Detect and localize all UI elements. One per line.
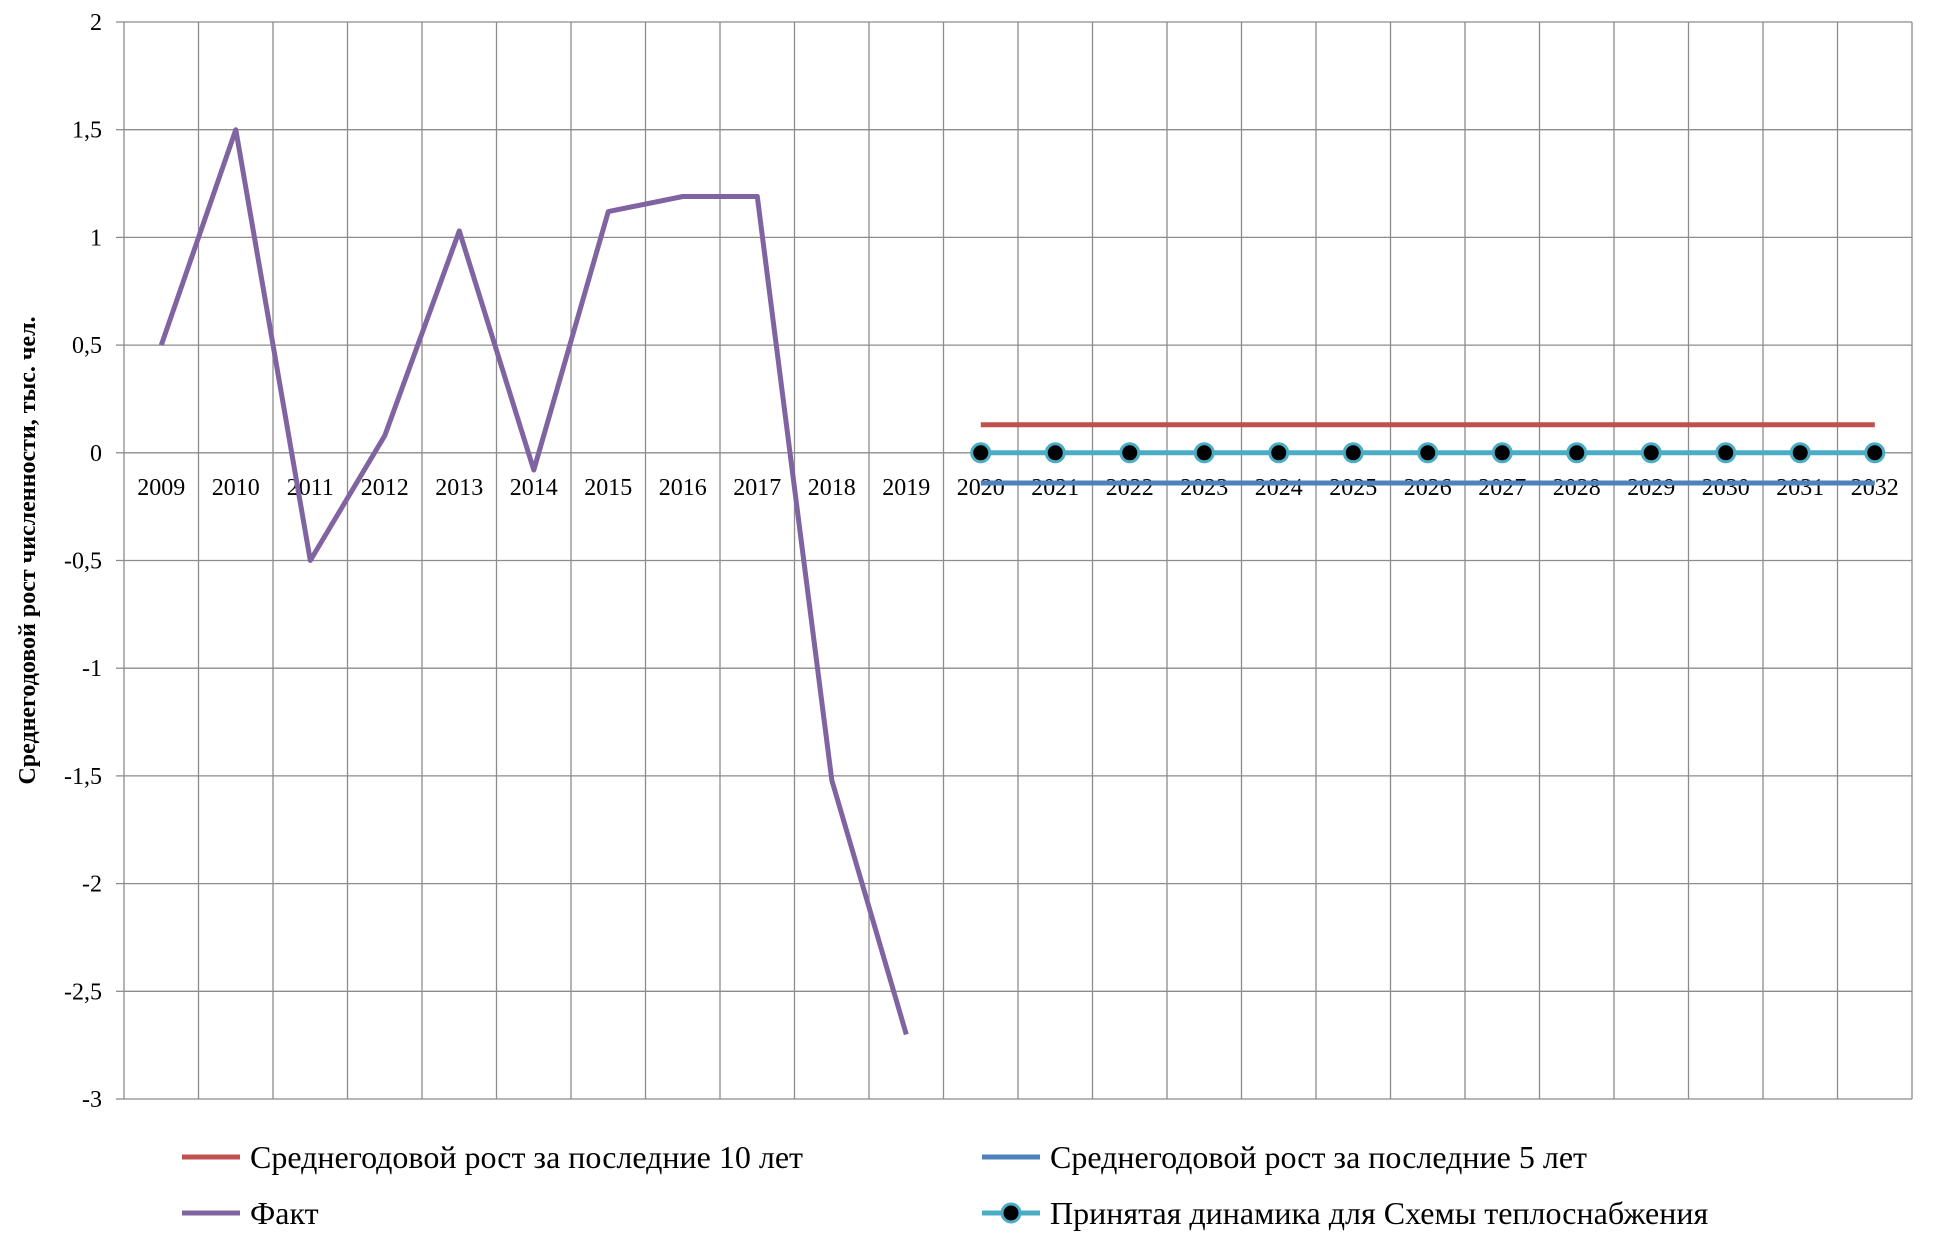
x-tick-label: 2024	[1255, 475, 1303, 501]
series-marker-3	[1044, 442, 1066, 464]
x-tick-label: 2032	[1851, 475, 1899, 501]
y-tick-label: -2,5	[64, 979, 102, 1005]
series-line-2	[158, 127, 909, 1036]
series-marker-3	[1268, 442, 1290, 464]
x-tick-label: 2030	[1702, 475, 1750, 501]
x-tick-label: 2014	[510, 475, 558, 501]
x-tick-label: 2025	[1329, 475, 1377, 501]
x-tick-label: 2013	[435, 475, 483, 501]
y-tick-label: 0,5	[72, 333, 102, 359]
legend-item-5-year: Среднегодовой рост за последние 5 лет	[980, 1135, 1587, 1179]
legend-label: Среднегодовой рост за последние 10 лет	[250, 1138, 804, 1175]
chart-series	[158, 127, 1886, 1036]
series-marker-3	[1417, 442, 1439, 464]
y-tick-label: 1	[90, 225, 102, 251]
y-tick-label: -3	[82, 1087, 102, 1113]
series-marker-3	[1566, 442, 1588, 464]
y-tick-label: 1,5	[72, 118, 102, 144]
legend-swatch	[182, 1210, 240, 1216]
chart-grid	[116, 21, 1913, 1100]
x-tick-label: 2031	[1776, 475, 1824, 501]
x-tick-label: 2009	[137, 475, 185, 501]
legend-label: Принятая динамика для Схемы теплоснабжен…	[1050, 1194, 1709, 1231]
series-marker-3	[1491, 442, 1513, 464]
legend-item-fact: Факт	[180, 1191, 319, 1235]
x-tick-label: 2021	[1031, 475, 1079, 501]
series-marker-3	[1640, 442, 1662, 464]
series-marker-3	[1342, 442, 1364, 464]
y-axis-label: Среднегодовой рост численности, тыс. чел…	[15, 316, 41, 784]
x-tick-label: 2018	[808, 475, 856, 501]
series-marker-3	[1119, 442, 1141, 464]
y-tick-label: 2	[90, 10, 102, 36]
legend-swatch	[982, 1154, 1040, 1160]
x-tick-label: 2023	[1180, 475, 1228, 501]
legend-swatch	[982, 1202, 1040, 1224]
x-tick-labels: 2009 2010 2011 2012 2013 2014 2015 2016 2017 2018…	[137, 475, 1899, 501]
x-tick-label: 2016	[659, 475, 707, 501]
series-marker-3	[1715, 442, 1737, 464]
x-tick-label: 2012	[361, 475, 409, 501]
legend-swatch	[182, 1154, 240, 1160]
x-tick-label: 2022	[1106, 475, 1154, 501]
x-tick-label: 2015	[584, 475, 632, 501]
legend-label: Факт	[250, 1194, 319, 1231]
legend-item-accepted: Принятая динамика для Схемы теплоснабжен…	[980, 1191, 1708, 1235]
x-tick-label: 2026	[1404, 475, 1452, 501]
x-tick-label: 2029	[1627, 475, 1675, 501]
x-tick-label: 2020	[957, 475, 1005, 501]
series-marker-3	[970, 442, 992, 464]
y-tick-label: 0	[90, 441, 102, 467]
chart-legend: Среднегодовой рост за последние 10 лет С…	[180, 1135, 1880, 1235]
legend-item-10-year: Среднегодовой рост за последние 10 лет	[180, 1135, 803, 1179]
x-tick-label: 2027	[1478, 475, 1526, 501]
series-marker-3	[1789, 442, 1811, 464]
legend-label: Среднегодовой рост за последние 5 лет	[1050, 1138, 1588, 1175]
y-tick-labels: -3 -2,5 -2 -1,5 -1 -0,5 0 0,5 1 1,5 2	[64, 10, 102, 1113]
x-tick-label: 2019	[882, 475, 930, 501]
y-tick-label: -1	[82, 656, 102, 682]
x-tick-label: 2010	[212, 475, 260, 501]
y-tick-label: -1,5	[64, 764, 102, 790]
x-tick-label: 2017	[733, 475, 781, 501]
y-tick-label: -2	[82, 872, 102, 898]
series-marker-3	[1193, 442, 1215, 464]
x-tick-label: 2028	[1553, 475, 1601, 501]
y-tick-label: -0,5	[64, 549, 102, 575]
series-marker-3	[1864, 442, 1886, 464]
